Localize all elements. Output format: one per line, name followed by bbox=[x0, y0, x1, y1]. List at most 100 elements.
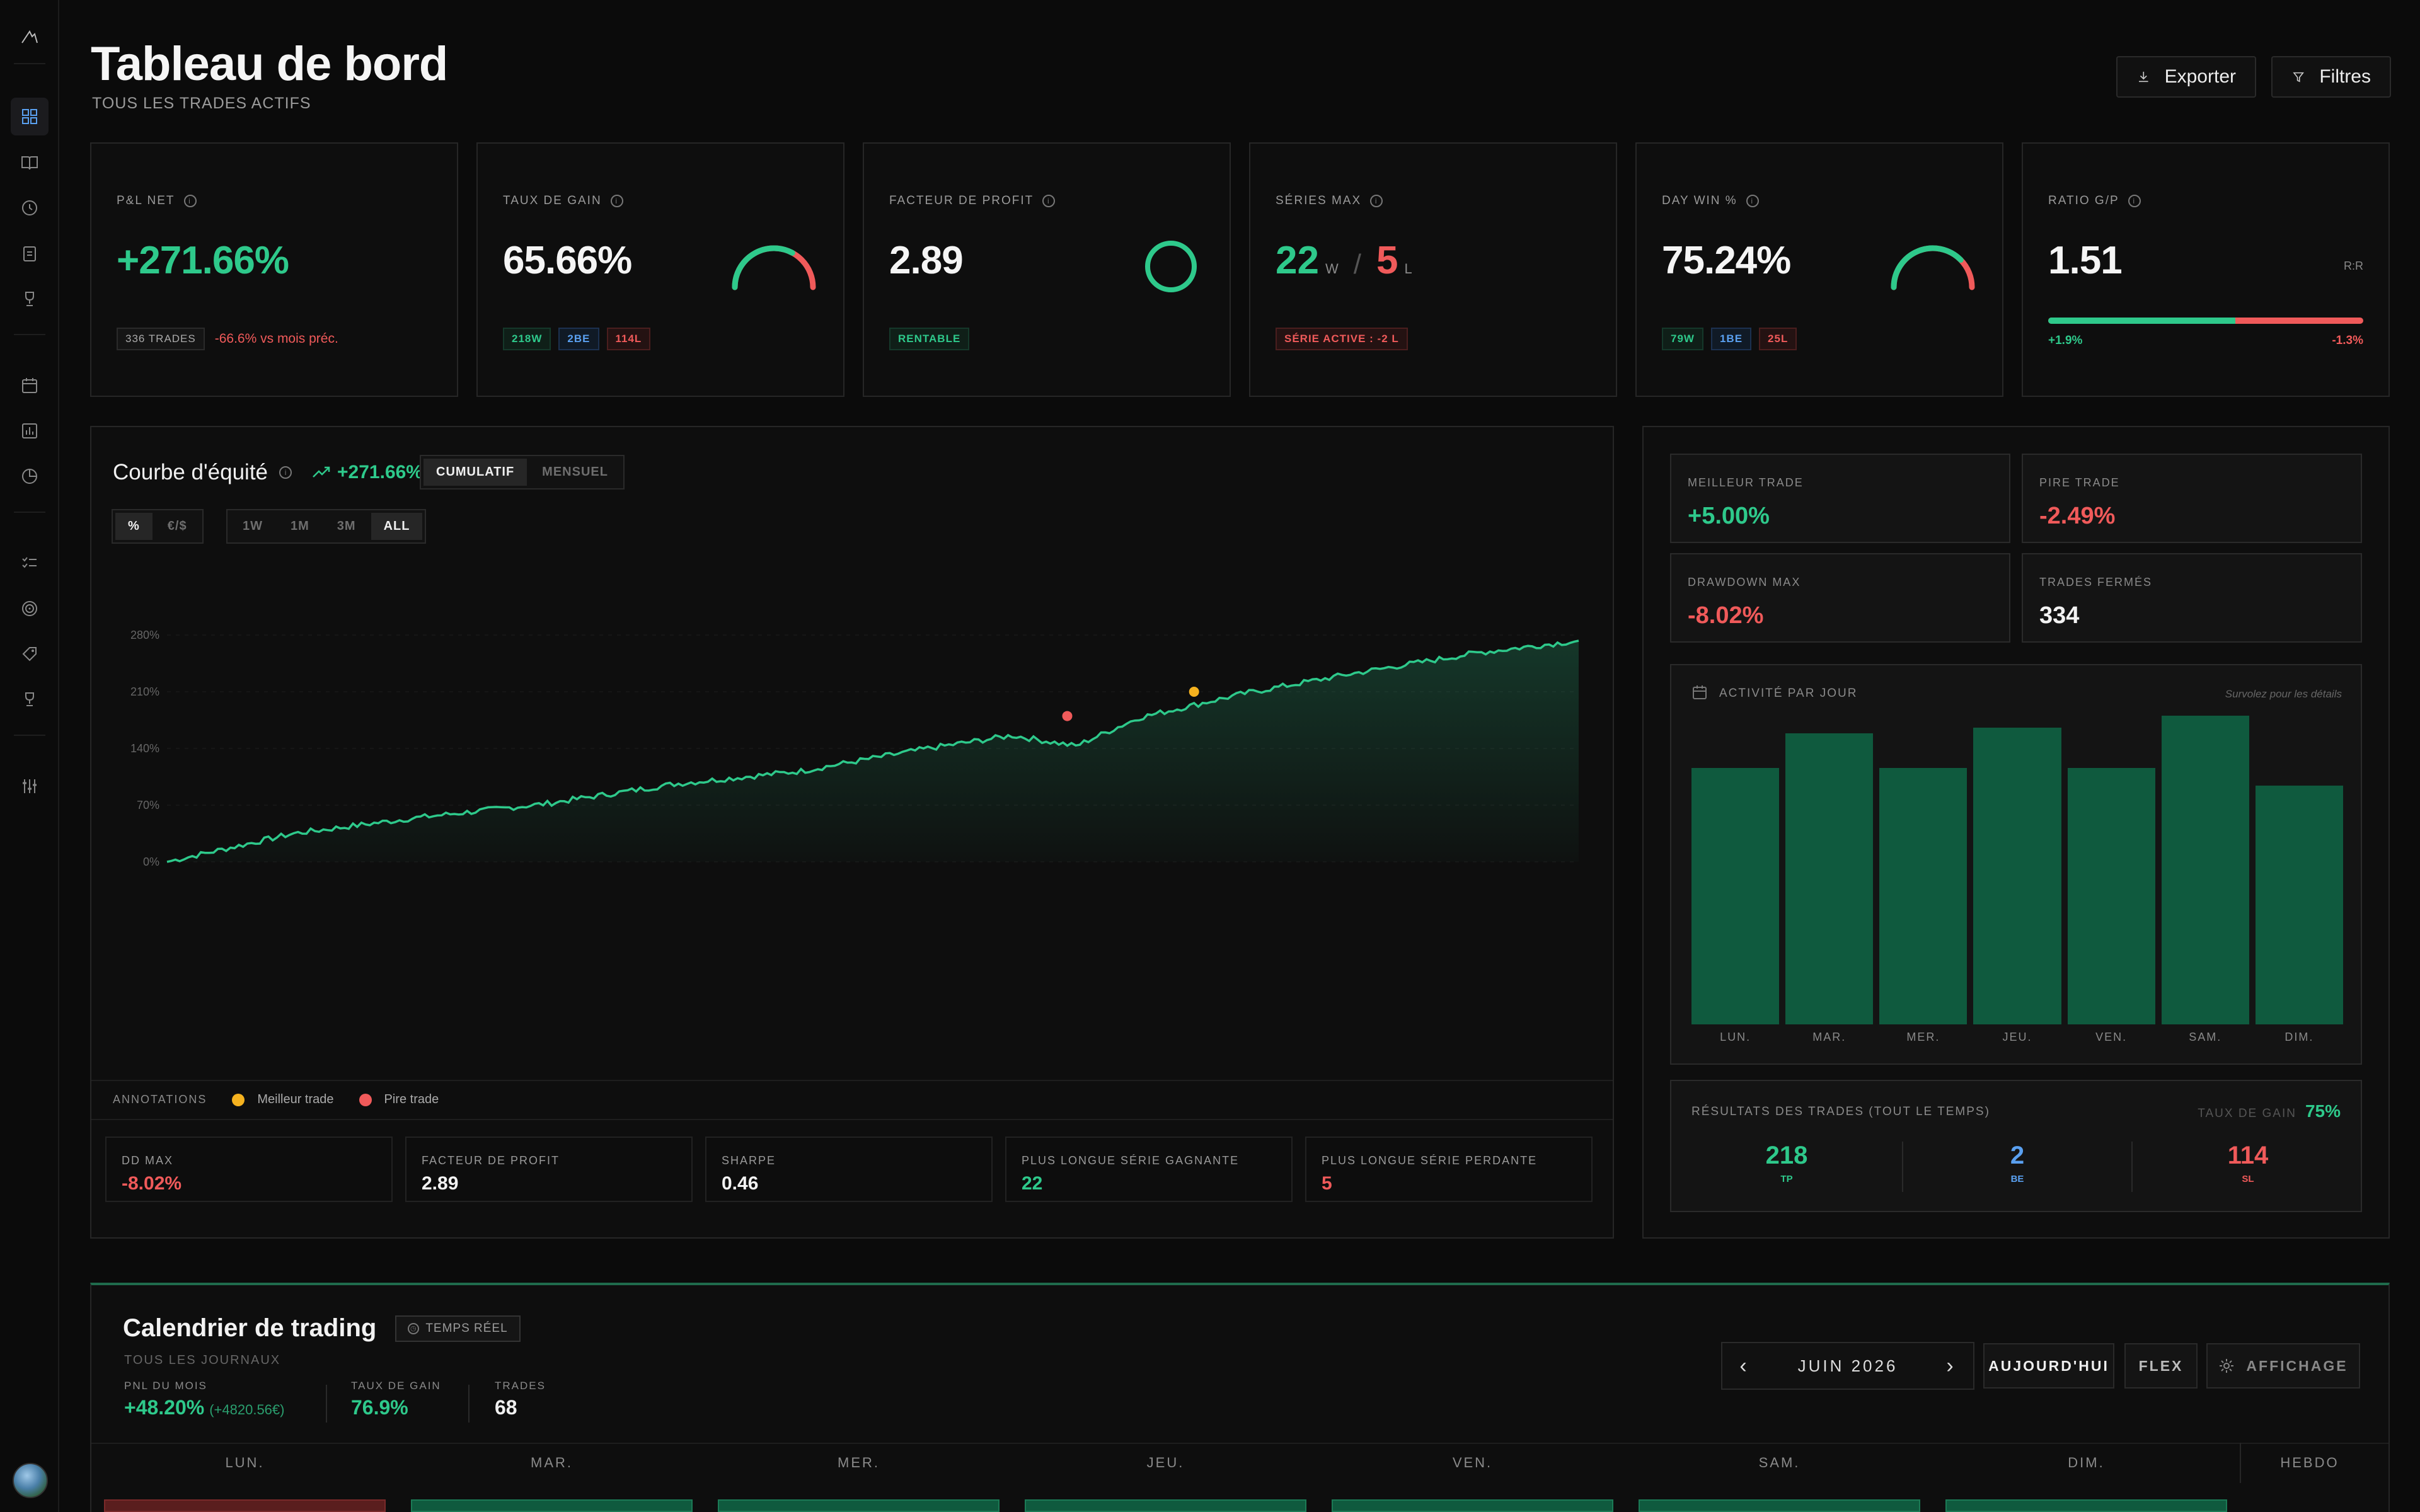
activity-bar[interactable] bbox=[1879, 768, 1968, 1024]
target-icon[interactable] bbox=[11, 590, 49, 627]
checklist-icon[interactable] bbox=[11, 544, 49, 582]
active-streak-chip: SÉRIE ACTIVE : -2 L bbox=[1276, 328, 1408, 350]
trades-count-chip: 336 TRADES bbox=[117, 328, 205, 350]
calendar-day-cell[interactable] bbox=[1025, 1499, 1306, 1512]
month-winrate-value: 76.9% bbox=[351, 1396, 408, 1419]
calendar-day-cell[interactable] bbox=[411, 1499, 693, 1512]
calendar-subtitle: TOUS LES JOURNAUX bbox=[124, 1353, 281, 1367]
pie-chart-icon[interactable] bbox=[11, 457, 49, 495]
tab-all[interactable]: ALL bbox=[371, 513, 423, 540]
page-subtitle: TOUS LES TRADES ACTIFS bbox=[92, 94, 311, 112]
calendar-icon[interactable] bbox=[11, 367, 49, 404]
equity-chart[interactable]: 280% 210% 140% 70% 0% bbox=[91, 604, 1613, 893]
weekday-header: MAR. bbox=[531, 1455, 573, 1470]
calendar-day-cell[interactable] bbox=[718, 1499, 1000, 1512]
tab-cumulative[interactable]: CUMULATIF bbox=[424, 459, 527, 486]
pnl-delta: -66.6% vs mois préc. bbox=[214, 331, 338, 346]
mode-toggle: CUMULATIF MENSUEL bbox=[420, 455, 625, 490]
clipboard-icon[interactable] bbox=[11, 234, 49, 272]
award-icon[interactable] bbox=[11, 680, 49, 718]
kpi-card-profit-factor: FACTEUR DE PROFIT i 2.89 RENTABLE bbox=[863, 142, 1231, 397]
clock-icon[interactable] bbox=[11, 189, 49, 227]
kpi-card-daywin: DAY WIN % i 75.24% 79W 1BE 25L bbox=[1635, 142, 2003, 397]
info-icon[interactable]: i bbox=[183, 195, 197, 207]
page-title: Tableau de bord bbox=[91, 37, 448, 91]
info-icon[interactable]: i bbox=[1042, 195, 1056, 207]
next-month-button[interactable]: › bbox=[1946, 1353, 1956, 1378]
winrate-gauge bbox=[732, 245, 816, 290]
activity-bar[interactable] bbox=[2255, 785, 2343, 1024]
export-label: Exporter bbox=[2164, 66, 2236, 87]
today-button[interactable]: AUJOURD'HUI bbox=[1983, 1343, 2114, 1389]
info-icon[interactable]: i bbox=[1370, 195, 1383, 207]
info-icon[interactable]: i bbox=[1746, 195, 1759, 207]
filters-button[interactable]: Filtres bbox=[2271, 56, 2391, 98]
y-tick-label: 140% bbox=[130, 742, 159, 755]
y-tick-label: 210% bbox=[130, 685, 159, 698]
weekly-header: HEBDO bbox=[2240, 1443, 2378, 1483]
calendar-day-cell[interactable] bbox=[1945, 1499, 2227, 1512]
weekday-header: JEU. bbox=[1146, 1455, 1185, 1470]
info-icon[interactable]: i bbox=[279, 466, 292, 479]
calendar-day-cell[interactable] bbox=[1639, 1499, 1920, 1512]
logo-icon[interactable] bbox=[11, 18, 49, 55]
best-trade-dot bbox=[232, 1093, 245, 1106]
kpi-label: DAY WIN % i bbox=[1662, 194, 1759, 208]
dashboard-icon[interactable] bbox=[11, 98, 49, 135]
activity-bar[interactable] bbox=[2161, 716, 2249, 1024]
weekday-header: MER. bbox=[838, 1455, 880, 1470]
activity-day-label: JEU. bbox=[2002, 1031, 2032, 1043]
kpi-value: 1.51 bbox=[2048, 239, 2123, 282]
worst-trade-card: PIRE TRADE -2.49% bbox=[2022, 454, 2362, 543]
bar-chart-icon[interactable] bbox=[11, 412, 49, 450]
be-chip: 1BE bbox=[1710, 328, 1752, 350]
info-icon[interactable]: i bbox=[610, 195, 623, 207]
tab-3m[interactable]: 3M bbox=[337, 519, 356, 533]
be-count: 2 bbox=[2010, 1142, 2025, 1169]
y-tick-label: 280% bbox=[130, 629, 159, 641]
y-tick-label: 0% bbox=[143, 856, 159, 868]
worst-trade-marker bbox=[1061, 709, 1074, 723]
tab-monthly[interactable]: MENSUEL bbox=[542, 465, 608, 479]
trophy-icon[interactable] bbox=[11, 280, 49, 318]
activity-bar[interactable] bbox=[1973, 727, 2061, 1024]
calendar-day-cell[interactable] bbox=[1332, 1499, 1613, 1512]
export-button[interactable]: Exporter bbox=[2116, 56, 2256, 98]
tag-icon[interactable] bbox=[11, 635, 49, 673]
sliders-icon[interactable] bbox=[11, 767, 49, 805]
activity-bar[interactable] bbox=[1691, 768, 1780, 1024]
book-icon[interactable] bbox=[11, 144, 49, 181]
ratio-bar bbox=[2048, 318, 2363, 324]
avatar[interactable] bbox=[13, 1463, 48, 1498]
loss-chip: 25L bbox=[1759, 328, 1797, 350]
legend-best: Meilleur trade bbox=[257, 1092, 334, 1106]
tab-1w[interactable]: 1W bbox=[243, 519, 263, 533]
kpi-card-pnl: P&L NET i +271.66% 336 TRADES -66.6% vs m… bbox=[90, 142, 458, 397]
stat-sharpe: SHARPE 0.46 bbox=[705, 1137, 993, 1202]
display-button[interactable]: AFFICHAGE bbox=[2206, 1343, 2360, 1389]
prev-month-button[interactable]: ‹ bbox=[1739, 1353, 1749, 1378]
kpi-value: 2.89 bbox=[889, 239, 964, 282]
avg-loss: -1.3% bbox=[2332, 334, 2363, 347]
tab-currency[interactable]: €/$ bbox=[167, 519, 187, 533]
activity-day-labels: LUN. MAR. MER. JEU. VEN. SAM. DIM. bbox=[1691, 1031, 2343, 1050]
sl-count: 114 bbox=[2227, 1142, 2269, 1169]
kpi-label: SÉRIES MAX i bbox=[1276, 194, 1383, 208]
activity-hint: Survolez pour les détails bbox=[2225, 688, 2342, 700]
tab-1m[interactable]: 1M bbox=[291, 519, 309, 533]
activity-bar[interactable] bbox=[1785, 733, 1874, 1024]
tab-percent[interactable]: % bbox=[115, 513, 153, 540]
month-pnl-value: +48.20% bbox=[124, 1396, 205, 1419]
flex-button[interactable]: FLEX bbox=[2124, 1343, 2198, 1389]
kpi-card-ratio: RATIO G/P i 1.51 R:R +1.9% -1.3% bbox=[2022, 142, 2390, 397]
legend-worst: Pire trade bbox=[384, 1092, 439, 1106]
max-win-streak: 22 bbox=[1276, 239, 1319, 282]
info-icon[interactable]: i bbox=[2128, 195, 2141, 207]
activity-bar[interactable] bbox=[2067, 768, 2155, 1024]
stat-longest-win: PLUS LONGUE SÉRIE GAGNANTE 22 bbox=[1005, 1137, 1293, 1202]
best-trade-marker bbox=[1187, 685, 1201, 698]
clock-icon: ◷ bbox=[408, 1322, 420, 1334]
calendar-day-cell[interactable] bbox=[104, 1499, 386, 1512]
tp-count: 218 bbox=[1765, 1142, 1808, 1169]
side-panel: MEILLEUR TRADE +5.00% PIRE TRADE -2.49% DR… bbox=[1642, 426, 2390, 1239]
